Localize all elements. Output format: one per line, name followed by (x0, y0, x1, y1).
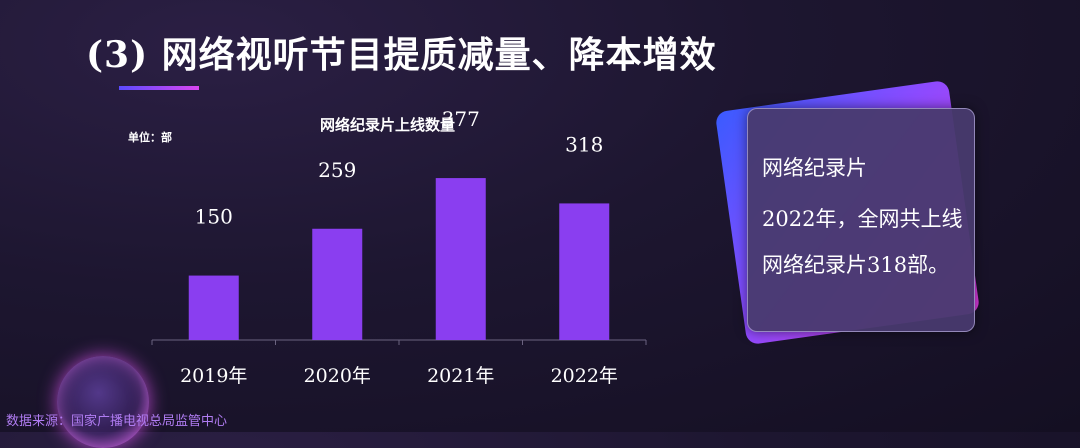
unit-label: 单位：部 (128, 131, 172, 144)
bar-2022年 (559, 203, 610, 340)
x-tick-label: 2019年 (180, 365, 247, 387)
data-label: 377 (442, 107, 480, 131)
data-source: 数据来源：国家广播电视总局监管中心 (6, 414, 228, 429)
data-label: 259 (318, 158, 356, 182)
x-tick-label: 2020年 (304, 365, 371, 387)
bar-chart: 150 2019年 259 2020年 377 2021年 318 2022年 (151, 107, 647, 387)
data-label: 318 (565, 132, 603, 156)
callout-body: 2022年，全网共上线网络纪录片318部。 (762, 207, 963, 277)
title-underline (119, 86, 199, 90)
x-tick-label: 2022年 (551, 365, 618, 387)
chart-title: 网络纪录片上线数量 (320, 116, 456, 134)
decorative-bubble (57, 356, 149, 448)
bar-2020年 (312, 228, 363, 340)
callout-card (747, 108, 975, 332)
data-label: 150 (195, 205, 233, 229)
callout-heading: 网络纪录片 (762, 156, 867, 180)
x-tick-label: 2021年 (427, 365, 494, 387)
bar-2021年 (435, 178, 486, 340)
bar-2019年 (188, 275, 239, 340)
page-title: (3) 网络视听节目提质减量、降本增效 (86, 34, 717, 76)
